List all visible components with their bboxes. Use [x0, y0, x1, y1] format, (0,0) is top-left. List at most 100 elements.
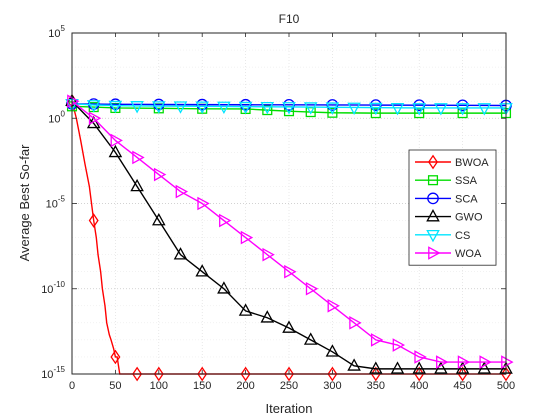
- data-point-cs: [412, 103, 426, 116]
- data-point-cs: [369, 102, 383, 116]
- data-point-woa: [262, 247, 275, 262]
- legend-item-ssa: SSA: [415, 175, 478, 187]
- data-point-gwo: [477, 361, 492, 374]
- chart-title: F10: [279, 12, 300, 26]
- data-point-ssa: [414, 108, 425, 119]
- data-point-gwo: [390, 361, 405, 374]
- data-point-woa: [175, 184, 189, 199]
- x-tick-label: 300: [323, 380, 341, 392]
- x-tick-label: 150: [193, 380, 211, 392]
- data-point-gwo: [260, 310, 275, 323]
- series-line-woa: [71, 100, 506, 363]
- data-point-bwoa: [501, 366, 511, 382]
- data-point-cs: [108, 100, 123, 114]
- y-tick-base: 10: [41, 369, 53, 381]
- x-tick-label: 350: [367, 380, 385, 392]
- data-point-woa: [436, 355, 449, 369]
- data-point-cs: [152, 101, 166, 114]
- data-point-woa: [392, 338, 406, 352]
- data-point-ssa: [262, 105, 273, 116]
- data-point-cs: [325, 102, 340, 115]
- data-point-gwo: [108, 144, 123, 158]
- data-point-cs: [86, 100, 101, 113]
- data-point-gwo: [86, 115, 101, 129]
- y-tick-exponent: 0: [61, 109, 66, 118]
- legend-item-gwo: GWO: [415, 209, 483, 224]
- y-tick-label: 100: [48, 109, 65, 125]
- x-tick-label: 500: [497, 380, 515, 392]
- data-point-woa: [501, 355, 514, 369]
- y-tick-exponent: -15: [53, 365, 65, 374]
- data-point-woa: [327, 299, 340, 313]
- data-point-cs: [195, 101, 209, 114]
- y-tick-base: 10: [41, 284, 53, 296]
- legend-item-bwoa: BWOA: [415, 154, 489, 170]
- data-point-gwo: [173, 247, 188, 260]
- data-point-bwoa: [110, 349, 121, 365]
- data-point-bwoa: [327, 366, 338, 382]
- y-tick-label: 10-5: [46, 195, 66, 211]
- data-point-woa: [414, 350, 427, 364]
- data-point-woa: [284, 264, 297, 279]
- data-point-cs: [130, 101, 144, 114]
- legend: BWOA SSA SCA GWO CS WOA: [408, 149, 497, 266]
- y-tick-label: 10-10: [41, 280, 65, 296]
- legend-item-cs: CS: [415, 229, 470, 243]
- legend-marker-cs: [426, 229, 440, 243]
- data-point-gwo: [303, 332, 318, 345]
- data-point-bwoa: [197, 366, 208, 382]
- data-point-gwo: [347, 358, 361, 371]
- data-point-cs: [217, 101, 231, 115]
- data-point-gwo: [434, 361, 448, 374]
- data-point-woa: [305, 281, 319, 296]
- legend-marker-bwoa: [428, 154, 438, 170]
- grid: [72, 33, 506, 374]
- data-point-woa: [88, 111, 102, 126]
- data-point-gwo: [325, 344, 340, 357]
- series-gwo: [65, 93, 513, 374]
- data-point-woa: [240, 230, 254, 245]
- y-tick-exponent: 5: [61, 24, 66, 33]
- data-point-woa: [219, 213, 232, 228]
- data-point-bwoa: [240, 366, 251, 382]
- data-point-woa: [197, 196, 210, 211]
- data-point-woa: [110, 133, 123, 148]
- data-point-cs: [477, 103, 492, 116]
- data-point-sca: [196, 98, 209, 111]
- data-point-cs: [434, 103, 448, 116]
- data-point-bwoa: [132, 366, 143, 382]
- legend-item-woa: WOA: [415, 246, 482, 260]
- legend-marker-sca: [427, 192, 439, 205]
- axes: 0 50 100 150 200 250 300 350 400 450 50010510010-5…: [41, 24, 515, 392]
- series-line-cs: [71, 103, 506, 109]
- data-point-woa: [479, 355, 492, 369]
- data-point-gwo: [282, 320, 296, 333]
- x-tick-label: 50: [109, 380, 121, 392]
- data-point-cs: [347, 102, 361, 116]
- x-tick-label: 100: [150, 380, 168, 392]
- data-point-woa: [349, 316, 362, 330]
- legend-marker-gwo: [426, 209, 440, 222]
- data-point-ssa: [370, 108, 381, 119]
- data-point-gwo: [217, 281, 231, 294]
- x-axis-label: Iteration: [266, 401, 313, 416]
- y-tick-base: 10: [48, 113, 60, 125]
- data-point-woa: [132, 150, 145, 165]
- legend-item-sca: SCA: [415, 192, 478, 205]
- y-tick-label: 10-15: [41, 365, 65, 381]
- y-axis-label: Average Best So-far: [17, 144, 32, 261]
- data-point-woa: [457, 355, 471, 369]
- series-woa: [67, 94, 514, 369]
- data-point-bwoa: [284, 366, 294, 382]
- x-tick-label: 450: [453, 380, 471, 392]
- data-point-cs: [282, 102, 296, 115]
- data-point-ssa: [327, 107, 338, 118]
- data-point-woa: [370, 333, 384, 347]
- legend-label-cs: CS: [455, 230, 470, 242]
- data-point-sca: [239, 98, 252, 111]
- data-point-cs: [303, 102, 318, 115]
- data-point-woa: [153, 167, 167, 182]
- legend-label-ssa: SSA: [455, 175, 478, 187]
- data-point-bwoa: [153, 366, 164, 382]
